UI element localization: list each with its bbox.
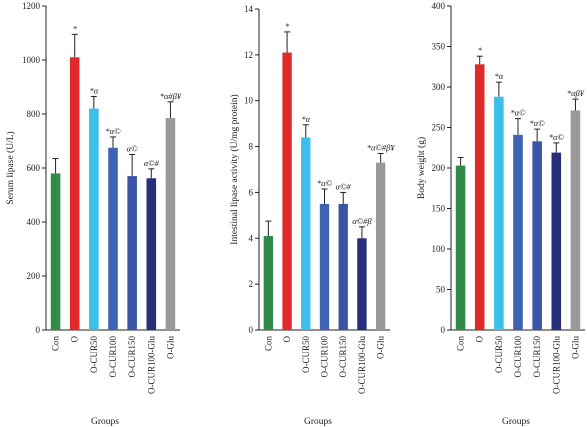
x-tick-label: O-CUR150	[532, 336, 542, 378]
y-tick-label: 4	[249, 233, 254, 243]
x-axis-label: Groups	[502, 417, 530, 427]
bar-O-CUR100-Glu	[146, 178, 157, 330]
bar-Con	[455, 165, 466, 330]
bar-O-Glu	[570, 110, 581, 331]
x-tick-label: O-CUR50	[301, 336, 311, 374]
x-tick-label: O	[282, 336, 292, 343]
bar-Con	[50, 173, 61, 330]
y-tick-label: 200	[432, 163, 446, 173]
y-tick-label: 350	[432, 42, 446, 52]
y-tick-label: 10	[244, 96, 254, 106]
significance-label: *α	[494, 71, 503, 81]
significance-label: *	[73, 23, 78, 33]
significance-label: *α©	[105, 126, 121, 136]
bar-O-CUR50	[89, 108, 99, 330]
y-tick-label: 400	[27, 217, 41, 227]
x-tick-label: O-CUR100	[320, 336, 330, 378]
bar-O-CUR100	[513, 134, 523, 330]
x-tick-label: O-CUR100-Glu	[146, 336, 156, 394]
x-tick-label: O-Glu	[376, 336, 386, 359]
y-tick-label: 300	[432, 82, 446, 92]
y-tick-label: 150	[432, 204, 446, 214]
significance-label: *α#β¥	[160, 91, 182, 101]
x-tick-label: O-Glu	[165, 336, 175, 359]
y-tick-label: 6	[249, 187, 254, 197]
y-axis-label: Serum lipase (U/L)	[5, 131, 16, 204]
x-tick-label: O-CUR100	[513, 336, 523, 378]
x-tick-label: Con	[51, 336, 61, 352]
x-tick-label: Con	[456, 336, 466, 352]
significance-label: α©#β	[352, 216, 372, 226]
y-axis-label: Body weight (g)	[416, 137, 427, 199]
significance-label: α©	[127, 144, 138, 154]
y-tick-label: 2	[249, 279, 254, 289]
y-tick-label: 14	[244, 4, 254, 14]
x-tick-label: O-CUR100	[108, 336, 118, 378]
y-tick-label: 8	[249, 142, 254, 152]
x-tick-label: O-CUR50	[494, 336, 504, 374]
significance-label: α©#	[144, 158, 160, 168]
y-tick-label: 400	[432, 1, 446, 11]
significance-label: *α©	[530, 118, 546, 128]
chart-panel-3: 0 50 100 150 200 250 300 350 400 Body weight (g) C…	[416, 1, 585, 427]
bar-O	[282, 52, 292, 331]
y-tick-label: 800	[27, 109, 41, 119]
bar-O	[474, 64, 485, 330]
y-tick-label: 0	[441, 325, 446, 335]
y-tick-label: 200	[27, 271, 41, 281]
y-tick-label: 50	[436, 285, 446, 295]
bar-O-CUR150	[532, 141, 542, 330]
bar-O-CUR150	[338, 203, 348, 330]
significance-label: *	[285, 21, 290, 31]
y-tick-label: 250	[432, 123, 446, 133]
significance-label: *α	[301, 114, 310, 124]
significance-label: *α©#β¥	[367, 142, 396, 152]
x-tick-label: O-CUR100-Glu	[551, 336, 561, 394]
significance-label: *α	[89, 85, 98, 95]
y-tick-label: 0	[36, 325, 41, 335]
bar-O-CUR100	[108, 147, 118, 330]
bar-O-Glu	[375, 162, 386, 330]
bar-O-CUR50	[301, 137, 311, 330]
y-tick-label: 600	[27, 163, 41, 173]
bar-Con	[263, 235, 274, 330]
y-tick-label: 100	[432, 244, 446, 254]
x-axis-label: Groups	[91, 417, 119, 427]
significance-label: *α©	[317, 178, 333, 188]
y-tick-label: 1200	[22, 1, 41, 11]
y-tick-label: 0	[249, 325, 254, 335]
bar-O-CUR100-Glu	[357, 238, 367, 330]
y-tick-label: 1000	[22, 55, 41, 65]
x-tick-label: O-CUR150	[338, 336, 348, 378]
significance-label: *αβ¥	[567, 88, 585, 98]
chart-panel-1: 0 200 400 600 800 1000 1200 Serum lipase (U/L) C…	[5, 1, 182, 427]
significance-label: α©#	[336, 181, 352, 191]
x-tick-label: O-CUR100-Glu	[357, 336, 367, 394]
x-tick-label: O-CUR150	[127, 336, 137, 378]
y-tick-label: 12	[244, 50, 253, 60]
significance-label: *α©	[549, 132, 565, 142]
x-tick-label: Con	[263, 336, 273, 352]
bar-O-Glu	[165, 118, 176, 330]
bar-O-CUR50	[494, 96, 504, 330]
x-tick-label: O	[475, 336, 485, 343]
bar-O-CUR100-Glu	[551, 152, 562, 330]
y-axis-label: Intestinal lipase activity (U/mg protein…	[229, 94, 240, 244]
chart-panel-2: 0 2 4 6 8 10 12 14 Intestinal lipase activity (U…	[229, 4, 395, 427]
x-tick-label: O	[70, 336, 80, 343]
x-tick-label: O-CUR50	[89, 336, 99, 374]
x-tick-label: O-Glu	[570, 336, 580, 359]
significance-label: *α©	[510, 108, 526, 118]
bar-O-CUR100	[319, 203, 330, 330]
bar-O-CUR150	[127, 176, 137, 330]
significance-label: *	[478, 45, 483, 55]
x-axis-label: Groups	[304, 417, 332, 427]
bar-O	[69, 57, 80, 331]
